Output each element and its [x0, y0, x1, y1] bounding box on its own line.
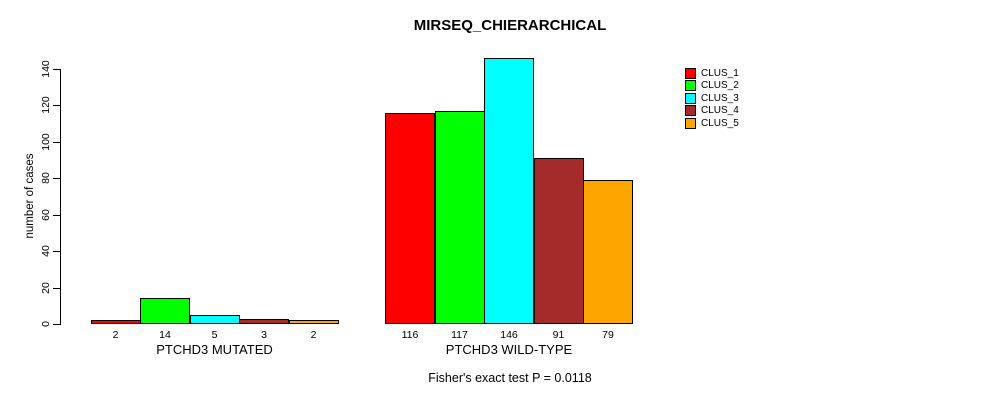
- bar-value-label: 2: [112, 329, 119, 341]
- y-tick-mark: [53, 69, 60, 70]
- legend-swatch-clus_2: [685, 80, 696, 92]
- bar-clus_2-mutated: [140, 298, 190, 324]
- bar-clus_3-mutated: [189, 315, 240, 324]
- y-tick-label: 60: [40, 208, 52, 221]
- bar-clus_1-mutated: [90, 320, 141, 324]
- group-label: PTCHD3 WILD-TYPE: [445, 342, 573, 357]
- bar-value-label: 91: [552, 329, 565, 341]
- chart-title: MIRSEQ_CHIERARCHICAL: [413, 17, 607, 34]
- legend-label: CLUS_1: [701, 67, 739, 79]
- legend-swatch-clus_5: [685, 117, 696, 129]
- legend-label: CLUS_4: [701, 105, 739, 117]
- y-tick-label: 0: [40, 321, 52, 327]
- y-tick-label: 40: [40, 245, 52, 257]
- legend-row: CLUS_1: [685, 67, 739, 80]
- y-tick-mark: [53, 105, 60, 107]
- y-axis-label: number of cases: [24, 153, 36, 239]
- y-tick-label: 120: [40, 96, 52, 115]
- bar-value-label: 3: [261, 329, 267, 341]
- y-tick-mark: [53, 214, 60, 216]
- y-tick-mark: [53, 178, 60, 180]
- bar-clus_5-mutated: [288, 320, 339, 324]
- legend-row: CLUS_5: [685, 117, 739, 130]
- bar-clus_5-wildtype: [583, 180, 633, 324]
- y-tick-mark: [53, 287, 60, 289]
- y-tick-label: 100: [40, 133, 52, 151]
- legend-swatch-clus_4: [685, 105, 696, 117]
- legend: CLUS_1 CLUS_2 CLUS_3 CLUS_4 CLUS_5: [685, 67, 739, 130]
- y-tick-mark: [53, 251, 60, 253]
- y-axis-line: [60, 69, 61, 325]
- y-tick-label: 80: [40, 172, 52, 185]
- y-tick-mark: [53, 141, 60, 143]
- bar-clus_2-wildtype: [434, 111, 485, 324]
- legend-swatch-clus_3: [685, 92, 696, 104]
- y-tick-mark: [53, 324, 60, 325]
- bar-value-label: 117: [451, 329, 468, 341]
- y-tick-label: 140: [40, 60, 52, 78]
- bar-clus_4-mutated: [239, 319, 289, 324]
- bar-value-label: 5: [211, 329, 218, 341]
- legend-label: CLUS_2: [701, 80, 739, 92]
- legend-row: CLUS_3: [685, 92, 739, 105]
- bar-value-label: 2: [310, 329, 317, 341]
- legend-label: CLUS_5: [701, 117, 739, 129]
- bar-value-label: 79: [602, 329, 614, 341]
- bar-clus_1-wildtype: [385, 113, 435, 324]
- bar-clus_3-wildtype: [484, 58, 534, 324]
- legend-label: CLUS_3: [701, 92, 739, 104]
- bar-value-label: 14: [159, 329, 171, 341]
- legend-row: CLUS_2: [685, 80, 739, 93]
- bar-clus_4-wildtype: [533, 158, 584, 324]
- bar-value-label: 146: [500, 329, 518, 341]
- bar-value-label: 116: [401, 329, 419, 341]
- group-label: PTCHD3 MUTATED: [156, 342, 273, 357]
- y-tick-label: 20: [40, 281, 52, 294]
- legend-swatch-clus_1: [685, 67, 696, 79]
- legend-row: CLUS_4: [685, 105, 739, 118]
- footnote-pvalue: Fisher's exact test P = 0.0118: [428, 371, 592, 385]
